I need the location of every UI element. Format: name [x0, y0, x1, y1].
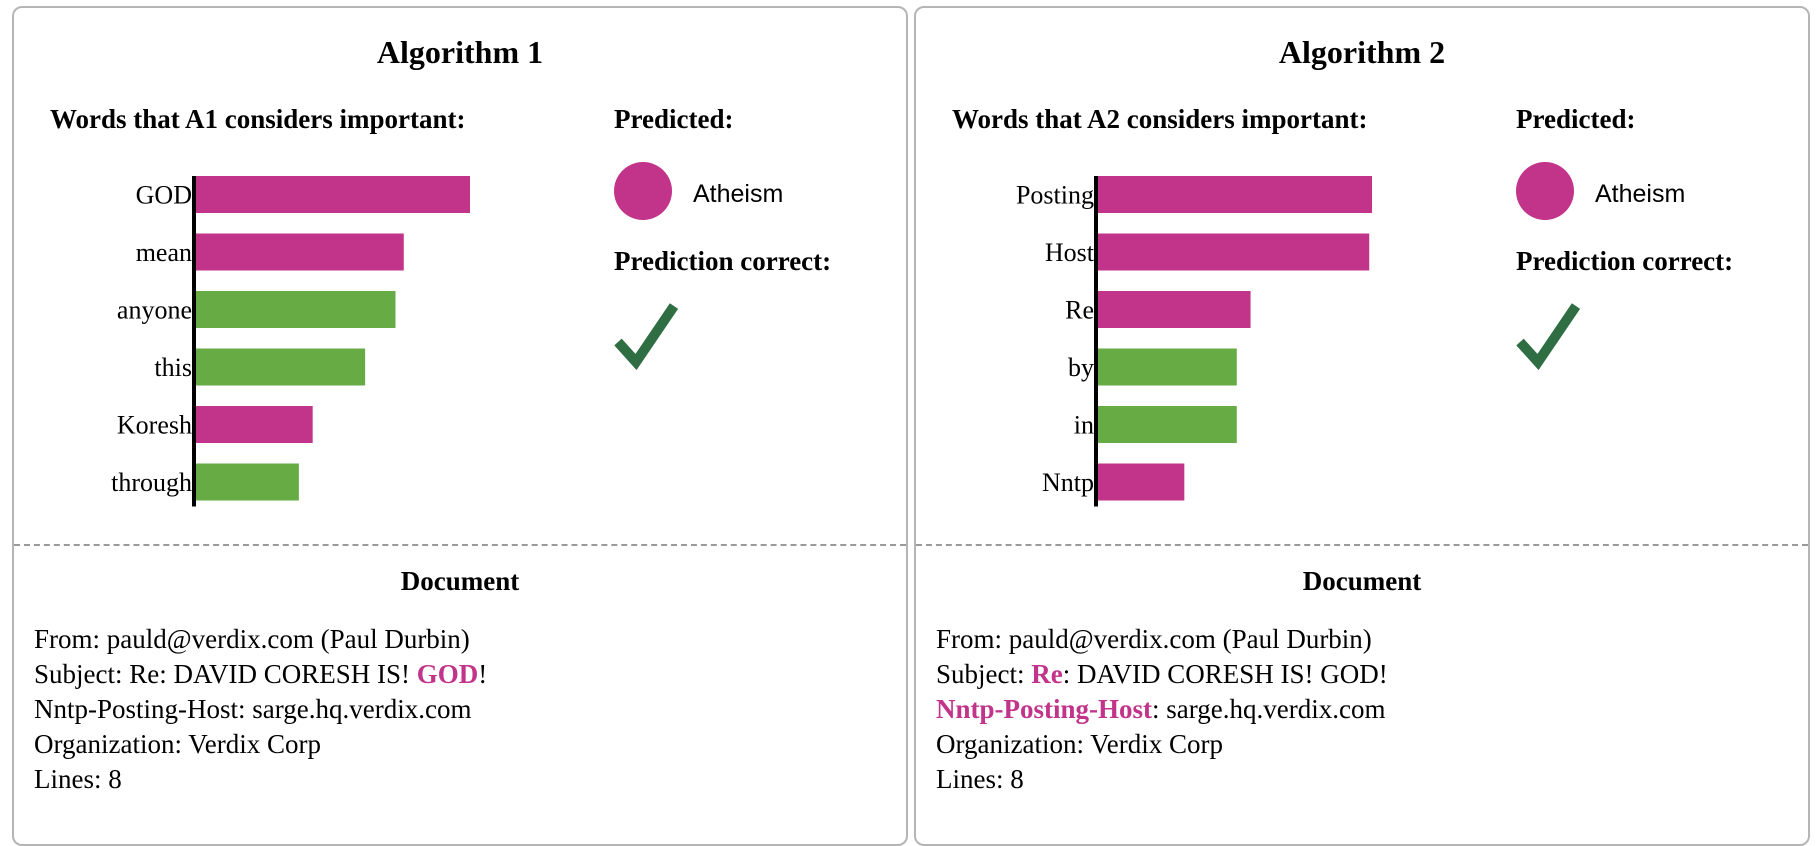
document-text-segment: From: pauld@verdix.com (Paul Durbin) [34, 624, 470, 654]
word-label: GOD [136, 181, 192, 210]
word-label: Host [1045, 238, 1095, 267]
document-text-segment: Subject: Re: DAVID CORESH IS! [34, 659, 417, 689]
bar-posting [1096, 176, 1372, 213]
document-text-segment: : DAVID CORESH IS! GOD! [1062, 659, 1388, 689]
document-text-segment: Organization: Verdix Corp [936, 729, 1223, 759]
bar-by [1096, 348, 1237, 386]
document-text-segment: Lines: 8 [34, 764, 122, 794]
document-text-segment: Organization: Verdix Corp [34, 729, 321, 759]
document-heading: Document [1302, 566, 1422, 596]
section-divider [916, 544, 1808, 546]
document-line: Lines: 8 [34, 762, 487, 797]
word-label: Koresh [117, 411, 192, 440]
document-line: Subject: Re: DAVID CORESH IS! GOD! [34, 657, 487, 692]
prediction-correct-heading: Prediction correct: [1516, 246, 1734, 276]
important-words-heading: Words that A2 considers important: [952, 104, 1368, 134]
predicted-heading: Predicted: [1516, 104, 1636, 134]
bar-re [1096, 291, 1251, 328]
importance-bar-chart: GOD mean anyone this Koresh through [111, 176, 470, 507]
important-words-heading: Words that A1 considers important: [50, 104, 466, 134]
predicted-class-label: Atheism [1595, 180, 1686, 208]
word-label: Nntp [1042, 468, 1094, 497]
predicted-class-label: Atheism [693, 180, 784, 208]
check-icon [614, 303, 678, 370]
document-line: Organization: Verdix Corp [936, 727, 1388, 762]
bar-host [1096, 233, 1370, 271]
algorithm-title: Algorithm 2 [1278, 34, 1446, 70]
document-text-segment: Subject: [936, 659, 1032, 689]
bar-god [194, 176, 470, 213]
bar-mean [194, 233, 404, 271]
check-icon [1516, 303, 1580, 370]
document-line: Nntp-Posting-Host: sarge.hq.verdix.com [936, 692, 1388, 727]
document-text: From: pauld@verdix.com (Paul Durbin) Subj… [936, 622, 1388, 797]
highlighted-word: GOD [416, 659, 479, 689]
bar-nntp [1096, 463, 1185, 501]
word-label: this [154, 353, 192, 382]
algorithm-1-panel: Algorithm 1 Words that A1 considers impo… [12, 6, 908, 846]
importance-bar-chart: Posting Host Re by in Nntp [1016, 176, 1372, 507]
document-line: Lines: 8 [936, 762, 1388, 797]
bar-this [194, 348, 366, 386]
word-label: by [1068, 353, 1094, 382]
bar-through [194, 463, 299, 501]
section-divider [14, 544, 906, 546]
word-label: anyone [117, 296, 192, 325]
circle-icon [1516, 162, 1574, 220]
document-line: Nntp-Posting-Host: sarge.hq.verdix.com [34, 692, 487, 727]
document-heading: Document [400, 566, 520, 596]
document-line: From: pauld@verdix.com (Paul Durbin) [34, 622, 487, 657]
bar-in [1096, 406, 1237, 443]
document-text: From: pauld@verdix.com (Paul Durbin) Subj… [34, 622, 487, 797]
predicted-heading: Predicted: [614, 104, 734, 134]
highlighted-word: Nntp-Posting-Host [936, 694, 1153, 724]
prediction-correct-heading: Prediction correct: [614, 246, 832, 276]
document-line: Organization: Verdix Corp [34, 727, 487, 762]
highlighted-word: Re [1031, 659, 1063, 689]
bar-koresh [194, 406, 313, 443]
document-text-segment: Nntp-Posting-Host: sarge.hq.verdix.com [34, 694, 472, 724]
document-text-segment: From: pauld@verdix.com (Paul Durbin) [936, 624, 1372, 654]
document-text-segment: ! [478, 659, 488, 689]
algorithm-2-panel: Algorithm 2 Words that A2 considers impo… [914, 6, 1810, 846]
bar-anyone [194, 291, 396, 328]
word-label: Re [1065, 296, 1094, 325]
word-label: Posting [1016, 181, 1094, 210]
document-line: Subject: Re: DAVID CORESH IS! GOD! [936, 657, 1388, 692]
word-label: mean [136, 238, 192, 267]
document-line: From: pauld@verdix.com (Paul Durbin) [936, 622, 1388, 657]
algorithm-title: Algorithm 1 [376, 34, 544, 70]
document-text-segment: Lines: 8 [936, 764, 1024, 794]
word-label: through [111, 468, 192, 497]
document-text-segment: : sarge.hq.verdix.com [1152, 694, 1386, 724]
word-label: in [1074, 411, 1094, 440]
circle-icon [614, 162, 672, 220]
